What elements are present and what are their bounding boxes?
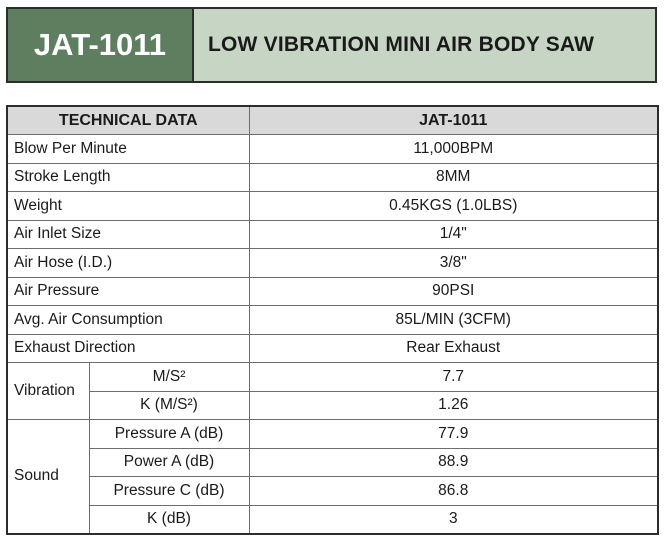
product-title: LOW VIBRATION MINI AIR BODY SAW: [194, 9, 655, 81]
row-value: 90PSI: [248, 276, 659, 306]
technical-data-header: TECHNICAL DATA: [6, 105, 250, 135]
model-code: JAT-1011: [8, 9, 194, 81]
sub-row-label: K (dB): [88, 504, 250, 534]
table-row: Weight 0.45KGS (1.0LBS): [6, 191, 659, 221]
sub-row-label: Pressure C (dB): [88, 476, 250, 506]
row-value: 86.8: [248, 476, 659, 506]
table-row: Air Inlet Size 1/4": [6, 219, 659, 249]
row-value: Rear Exhaust: [248, 333, 659, 363]
row-value: 77.9: [248, 419, 659, 449]
row-value: 3: [248, 504, 659, 534]
table-row: Air Hose (I.D.) 3/8": [6, 248, 659, 278]
table-row: K (dB) 3: [7, 504, 659, 534]
row-label: Exhaust Direction: [6, 333, 250, 363]
row-label: Air Hose (I.D.): [6, 248, 250, 278]
table-row: Sound Pressure A (dB) 77.9: [6, 419, 659, 534]
table-row: Avg. Air Consumption 85L/MIN (3CFM): [6, 305, 659, 335]
row-label: Blow Per Minute: [6, 134, 250, 164]
table-row: Blow Per Minute 11,000BPM: [6, 134, 659, 164]
row-label: Air Pressure: [6, 276, 250, 306]
table-row: Vibration M/S² 7.7: [6, 362, 659, 420]
row-value: 8MM: [248, 162, 659, 192]
model-column-header: JAT-1011: [248, 105, 659, 135]
row-value: 1/4": [248, 219, 659, 249]
sound-group-label: Sound: [6, 419, 90, 534]
row-label: Weight: [6, 191, 250, 221]
row-value: 85L/MIN (3CFM): [248, 305, 659, 335]
row-value: 0.45KGS (1.0LBS): [248, 191, 659, 221]
row-label: Air Inlet Size: [6, 219, 250, 249]
technical-data-table: TECHNICAL DATA JAT-1011 Blow Per Minute …: [6, 105, 659, 535]
row-value: 7.7: [248, 362, 659, 392]
row-value: 1.26: [248, 390, 659, 420]
table-header-row: TECHNICAL DATA JAT-1011: [6, 105, 659, 135]
sub-row-label: Power A (dB): [88, 447, 250, 477]
row-value: 11,000BPM: [248, 134, 659, 164]
row-label: Avg. Air Consumption: [6, 305, 250, 335]
sub-row-label: M/S²: [88, 362, 250, 392]
table-row: K (M/S²) 1.26: [7, 390, 659, 420]
vibration-group-label: Vibration: [6, 362, 90, 420]
sub-row-label: K (M/S²): [88, 390, 250, 420]
table-row: Stroke Length 8MM: [6, 162, 659, 192]
row-value: 3/8": [248, 248, 659, 278]
table-row: Exhaust Direction Rear Exhaust: [6, 333, 659, 363]
table-row: Air Pressure 90PSI: [6, 276, 659, 306]
row-value: 88.9: [248, 447, 659, 477]
table-row: Pressure C (dB) 86.8: [7, 476, 659, 506]
table-row: Power A (dB) 88.9: [7, 447, 659, 477]
sub-row-label: Pressure A (dB): [88, 419, 250, 449]
row-label: Stroke Length: [6, 162, 250, 192]
title-banner: JAT-1011 LOW VIBRATION MINI AIR BODY SAW: [6, 7, 657, 83]
